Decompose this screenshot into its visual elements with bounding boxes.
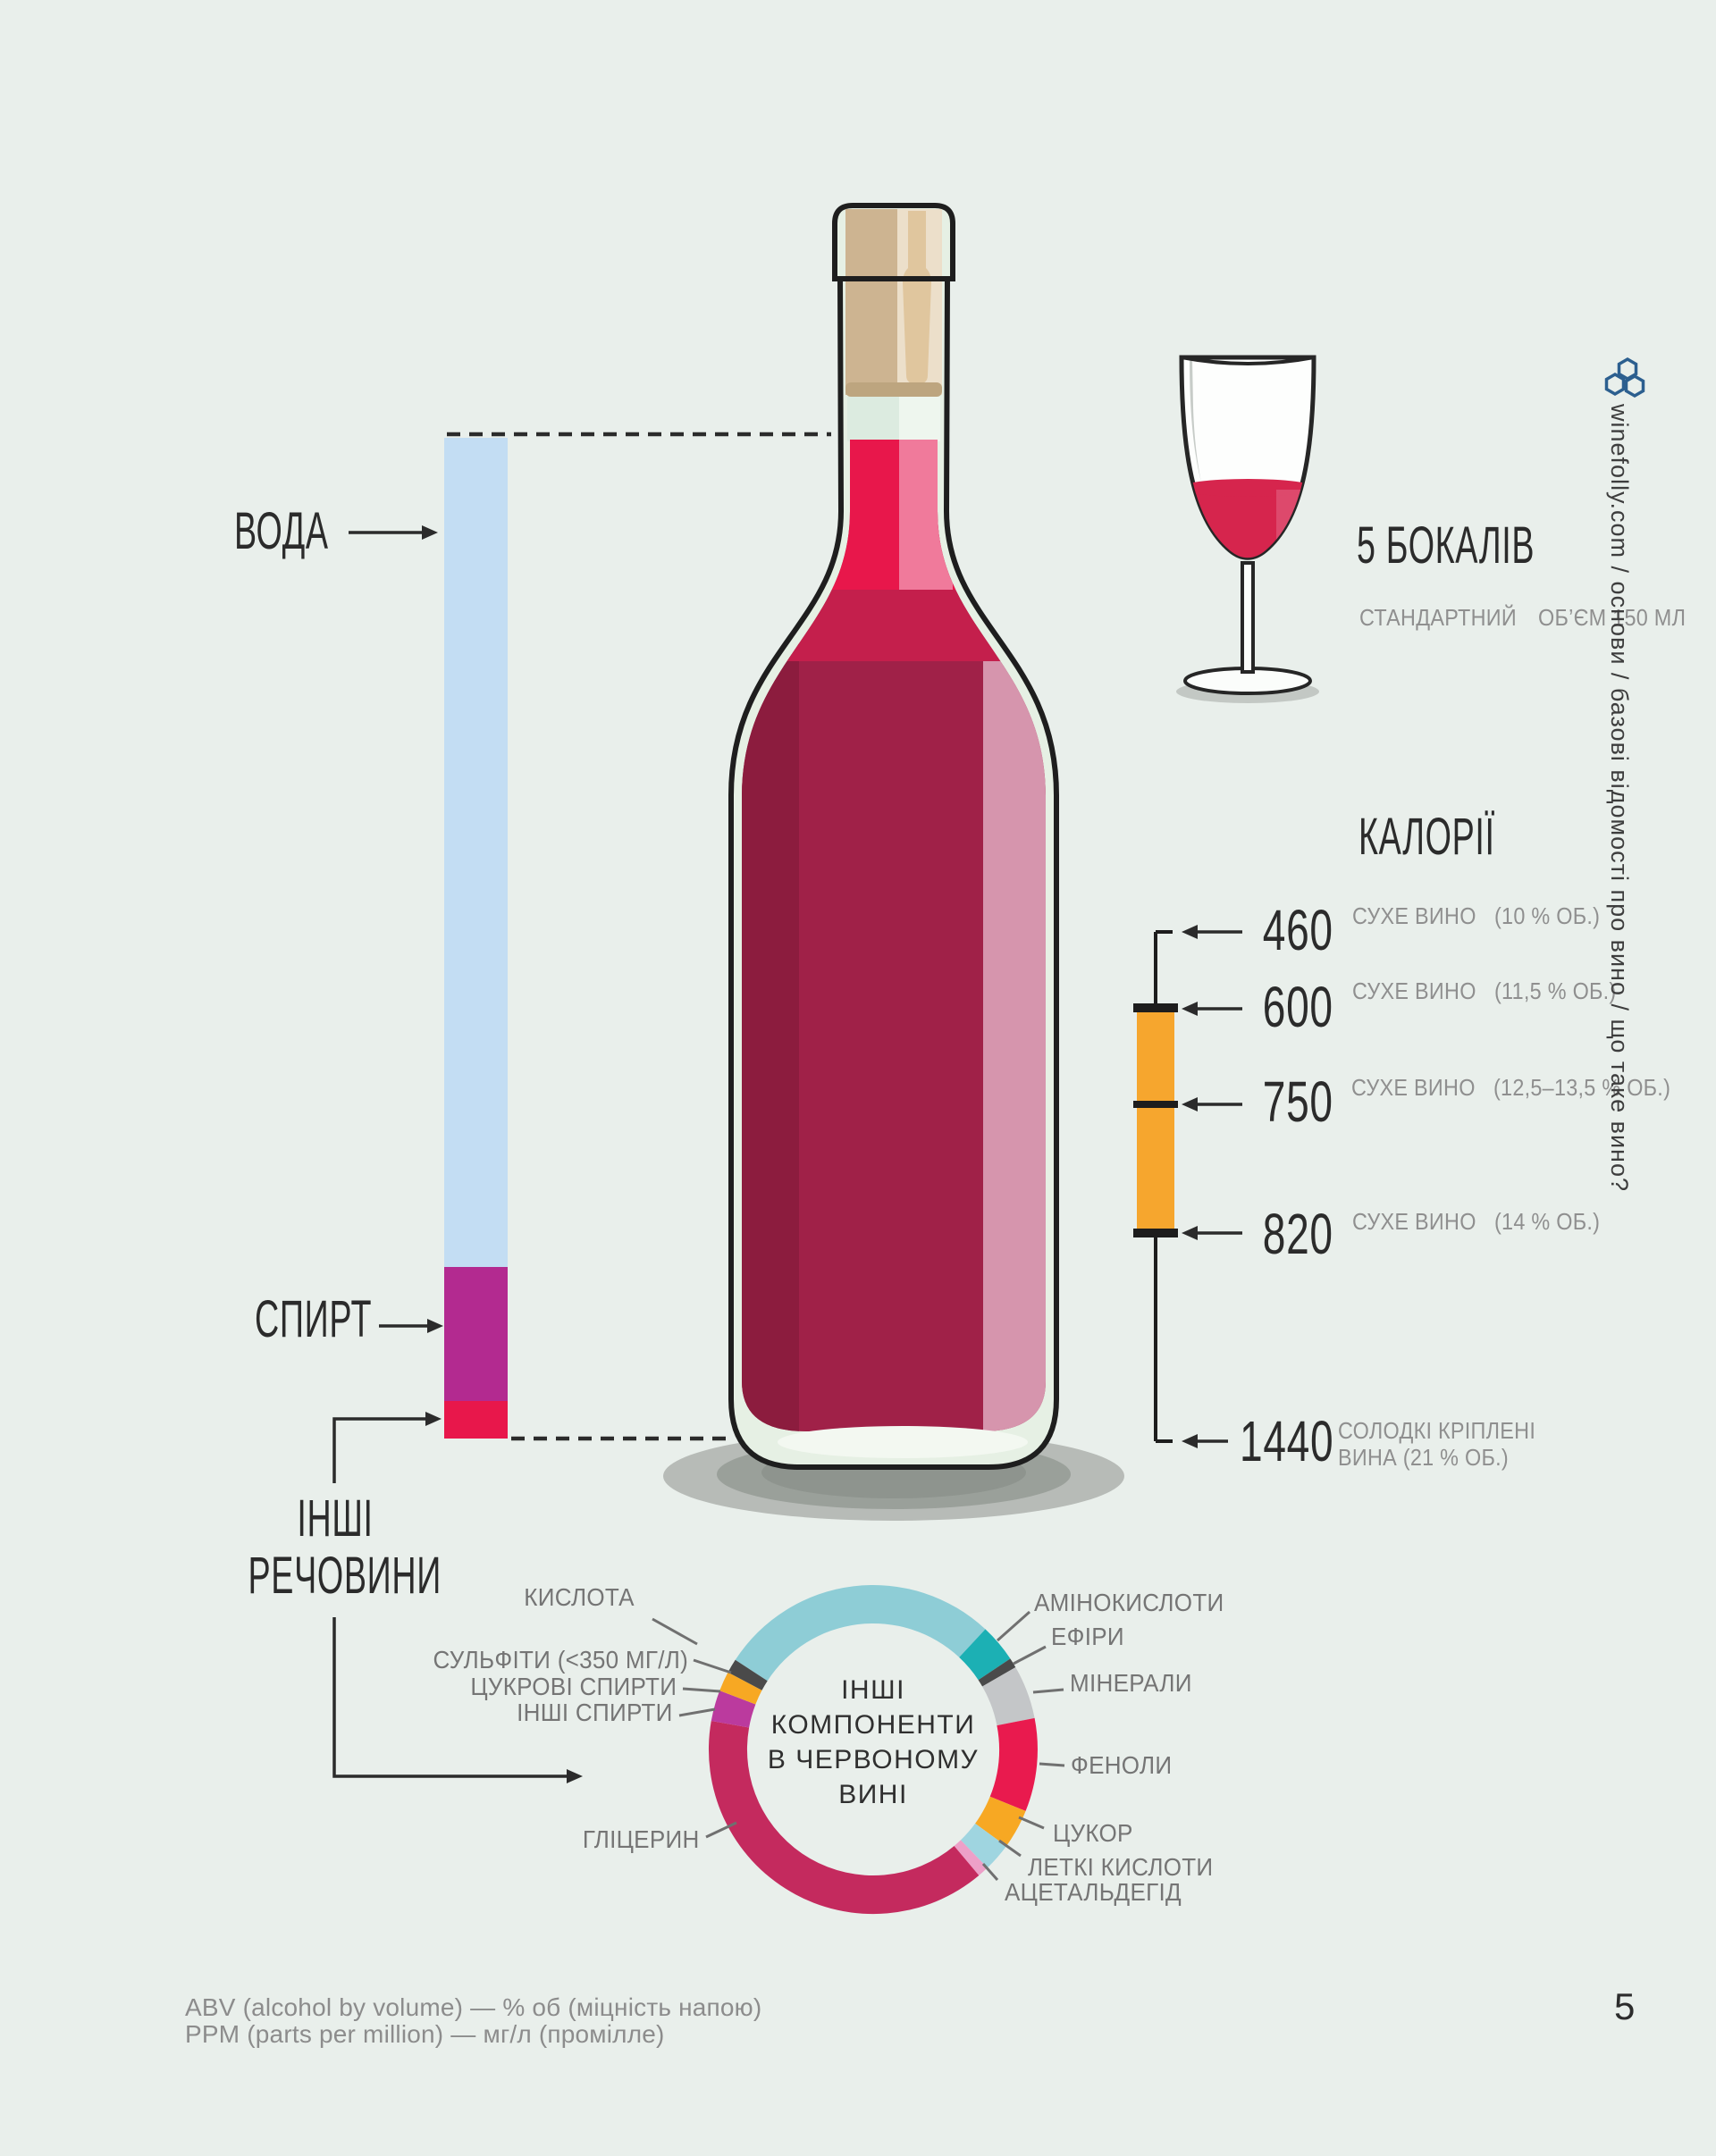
donut-label-acetaldehyde: АЦЕТАЛЬДЕГІД — [1005, 1878, 1182, 1906]
cork — [845, 209, 942, 397]
glasses-title: 5 БОКАЛІВ — [1357, 516, 1535, 575]
other-substances-label: ІНШІ РЕЧОВИНИ — [248, 1489, 442, 1605]
donut-label-phenols: ФЕНОЛИ — [1071, 1751, 1173, 1779]
water-label: ВОДА — [234, 502, 329, 560]
calorie-value: 1440 — [1239, 1409, 1333, 1473]
donut-segment-2 — [978, 1658, 1016, 1687]
calorie-value: 460 — [1262, 898, 1333, 962]
donut-segment-7 — [954, 1840, 988, 1875]
calorie-label: СОЛОДКІ КРІПЛЕНІ ВИНА (21 % ОБ.) — [1338, 1417, 1536, 1471]
composition-bar-other — [444, 1401, 508, 1439]
donut-segment-11 — [728, 1659, 768, 1690]
calories-bar-orange — [1137, 1012, 1174, 1229]
donut-segment-1 — [959, 1629, 1011, 1681]
donut-label-sugar: ЦУКОР — [1053, 1819, 1133, 1847]
donut-segment-10 — [719, 1672, 762, 1705]
donut-label-minerals: МІНЕРАЛИ — [1070, 1669, 1192, 1697]
donut-leader-lines — [652, 1610, 1065, 1881]
donut-segment-5 — [975, 1796, 1026, 1847]
composition-bar-alcohol — [444, 1267, 508, 1401]
calorie-label: СУХЕ ВИНО (14 % ОБ.) — [1352, 1208, 1600, 1235]
annotation-arrows — [332, 525, 583, 1783]
wine-glass — [1176, 355, 1319, 703]
calorie-value: 820 — [1262, 1202, 1333, 1266]
donut-label-esters: ЕФІРИ — [1051, 1623, 1124, 1650]
donut-label-sugar-alcohols: ЦУКРОВІ СПИРТИ — [470, 1673, 677, 1700]
wine-in-glass — [1182, 479, 1314, 558]
donut-label-amino-acids: АМІНОКИСЛОТИ — [1034, 1589, 1224, 1616]
page-number: 5 — [1614, 1985, 1636, 2027]
donut-label-glycerin: ГЛІЦЕРИН — [583, 1825, 700, 1853]
donut-label-other-alcohols: ІНШІ СПИРТИ — [517, 1699, 673, 1726]
donut-segment-8 — [708, 1721, 980, 1915]
calorie-label: СУХЕ ВИНО (12,5–13,5 % ОБ.) — [1351, 1074, 1670, 1101]
glasses-subtitle: СТАНДАРТНИЙ ОБ’ЄМ 150 МЛ — [1359, 604, 1687, 631]
calories-bar — [1133, 925, 1242, 1448]
footer-abv-note: ABV (alcohol by volume) — % об (міцність… — [185, 1993, 762, 2021]
donut-segment-3 — [982, 1667, 1035, 1726]
composition-bar-water — [444, 438, 508, 1267]
calorie-value: 600 — [1262, 975, 1333, 1039]
calories-title: КАЛОРІЇ — [1358, 808, 1495, 866]
donut-segment-4 — [989, 1717, 1038, 1811]
calorie-label: СУХЕ ВИНО (10 % ОБ.) — [1352, 902, 1600, 929]
donut-center-title: ІНШІ КОМПОНЕНТИ В ЧЕРВОНОМУ ВИНІ — [767, 1675, 980, 1809]
footer-ppm-note: PPM (parts per million) — мг/л (промілле… — [185, 2020, 665, 2048]
composition-bar — [444, 438, 508, 1439]
donut-segment-9 — [711, 1690, 756, 1728]
side-vertical-breadcrumb: winefolly.com / основи / базові відомост… — [1606, 404, 1633, 1192]
winefolly-logo-icon — [1604, 357, 1645, 398]
donut-segment-0 — [735, 1584, 986, 1682]
donut-chart — [708, 1584, 1038, 1915]
calories-arrows — [1182, 925, 1242, 1448]
wine-bottle — [728, 203, 1059, 1470]
donut-segment-6 — [960, 1823, 1006, 1868]
donut-label-volatile-acids: ЛЕТКІ КИСЛОТИ — [1028, 1853, 1214, 1881]
alcohol-label: СПИРТ — [255, 1290, 373, 1348]
calorie-value: 750 — [1262, 1070, 1333, 1134]
calorie-label: СУХЕ ВИНО (11,5 % ОБ.) — [1352, 977, 1617, 1004]
donut-label-acid: КИСЛОТА — [524, 1583, 635, 1611]
donut-label-sulfites: СУЛЬФІТИ (<350 МГ/Л) — [433, 1646, 688, 1674]
wine-fill — [742, 440, 1046, 1431]
